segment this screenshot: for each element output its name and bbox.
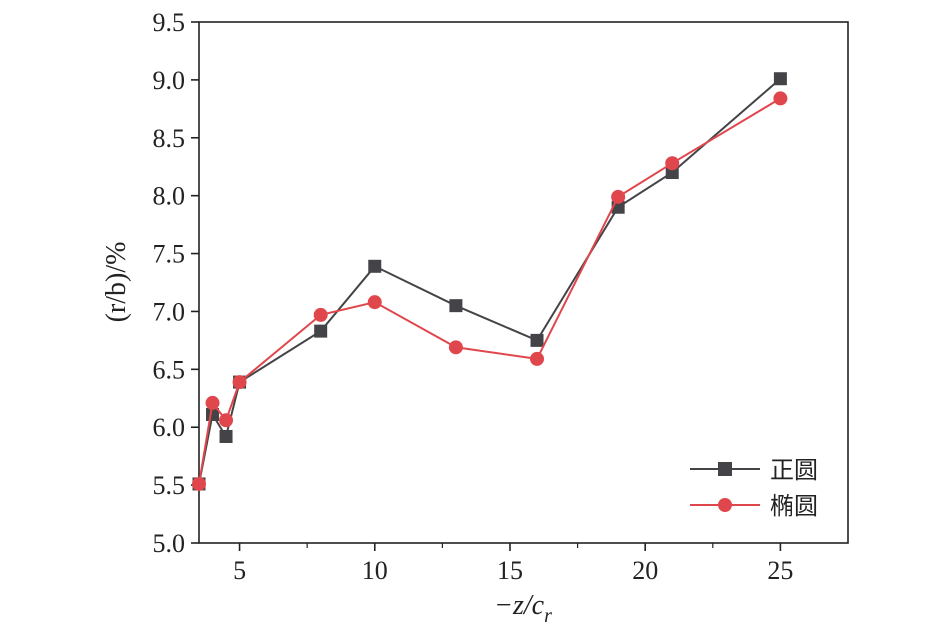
data-point-circle	[448, 340, 463, 355]
data-point-square	[773, 72, 787, 86]
x-axis-label-subscript: r	[544, 605, 552, 627]
x-tick-label: 25	[767, 556, 793, 585]
legend-marker-square	[718, 462, 732, 476]
series-line	[198, 77, 782, 485]
y-tick-label: 7.5	[153, 240, 186, 269]
data-point-circle	[530, 351, 545, 366]
x-tick-label: 20	[632, 556, 658, 585]
plot-border	[198, 21, 849, 544]
data-point-circle	[219, 413, 234, 428]
y-tick-label: 5.0	[153, 529, 186, 558]
legend-marker-circle	[718, 498, 732, 512]
data-point-circle	[205, 395, 220, 410]
series-2	[192, 91, 788, 491]
data-point-square	[530, 333, 544, 347]
data-point-circle	[313, 307, 328, 322]
series-layer	[192, 72, 788, 491]
legend-label-square-series: 正圆	[770, 456, 818, 484]
legend-label-circle-series: 椭圆	[770, 492, 818, 520]
data-point-circle	[367, 295, 382, 310]
y-axis-label: (r/b)/%	[101, 242, 132, 323]
x-axis-ticks: 5 10 15 20 25	[233, 543, 793, 585]
y-tick-label: 5.5	[153, 471, 186, 500]
data-point-circle	[232, 375, 247, 390]
y-tick-label: 8.5	[153, 124, 186, 153]
series-1	[192, 72, 787, 491]
x-axis-label: −z/cr	[494, 590, 552, 627]
y-tick-label: 8.0	[153, 182, 186, 211]
y-tick-label: 6.0	[153, 413, 186, 442]
data-point-square	[314, 324, 328, 338]
x-tick-label: 10	[362, 556, 388, 585]
series-line	[198, 97, 781, 485]
data-point-square	[368, 259, 382, 273]
data-point-square	[449, 299, 463, 313]
y-tick-label: 9.5	[153, 8, 186, 37]
y-tick-label: 6.5	[153, 355, 186, 384]
x-tick-label: 15	[497, 556, 523, 585]
y-tick-label: 9.0	[153, 66, 186, 95]
data-point-circle	[192, 476, 206, 491]
x-tick-label: 5	[233, 556, 246, 585]
x-axis-label-main: −z/c	[494, 590, 545, 621]
legend: 正圆 椭圆	[690, 456, 818, 520]
y-axis-ticks: 5.0 5.5 6.0 6.5 7.0 7.5 8.0 8.5 9.0 9.5	[153, 8, 199, 558]
data-point-circle	[773, 91, 788, 106]
data-point-circle	[611, 189, 626, 204]
y-tick-label: 7.0	[153, 297, 186, 326]
data-point-circle	[665, 156, 680, 171]
plot-frame	[198, 21, 849, 544]
data-point-square	[219, 429, 233, 443]
